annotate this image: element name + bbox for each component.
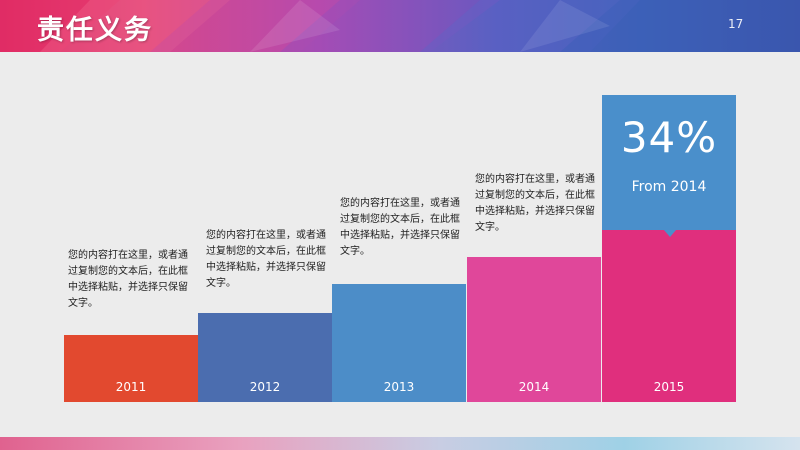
header-polygons (0, 0, 800, 52)
callout-subtitle: From 2014 (631, 179, 707, 195)
callout-pointer (664, 230, 676, 237)
header-band: 责任义务 17 (0, 0, 800, 52)
column-2014: 2014 (467, 257, 601, 402)
percentage-callout: 34% From 2014 (602, 95, 736, 237)
column-description-2013: 您的内容打在这里，或者通过复制您的文本后，在此框中选择粘贴，并选择只保留文字。 (340, 198, 460, 257)
column-2013: 2013 (332, 284, 466, 402)
column-description-2012: 您的内容打在这里，或者通过复制您的文本后，在此框中选择粘贴，并选择只保留文字。 (206, 230, 326, 289)
column-2012: 2012 (198, 313, 332, 402)
column-year-label: 2014 (518, 380, 550, 394)
column-year-label: 2015 (653, 380, 685, 394)
column-description-2014: 您的内容打在这里，或者通过复制您的文本后，在此框中选择粘贴，并选择只保留文字。 (475, 174, 595, 233)
callout-value: 34% (620, 113, 718, 162)
column-2015: 2015 (602, 230, 736, 402)
column-year-label: 2012 (249, 380, 281, 394)
column-2011: 2011 (64, 335, 198, 402)
footer-band (0, 437, 800, 450)
column-year-label: 2011 (115, 380, 147, 394)
column-description-2011: 您的内容打在这里，或者通过复制您的文本后，在此框中选择粘贴，并选择只保留文字。 (68, 250, 188, 309)
slide-title: 责任义务 (37, 15, 153, 46)
column-year-label: 2013 (383, 380, 415, 394)
page-number: 17 (728, 17, 744, 31)
